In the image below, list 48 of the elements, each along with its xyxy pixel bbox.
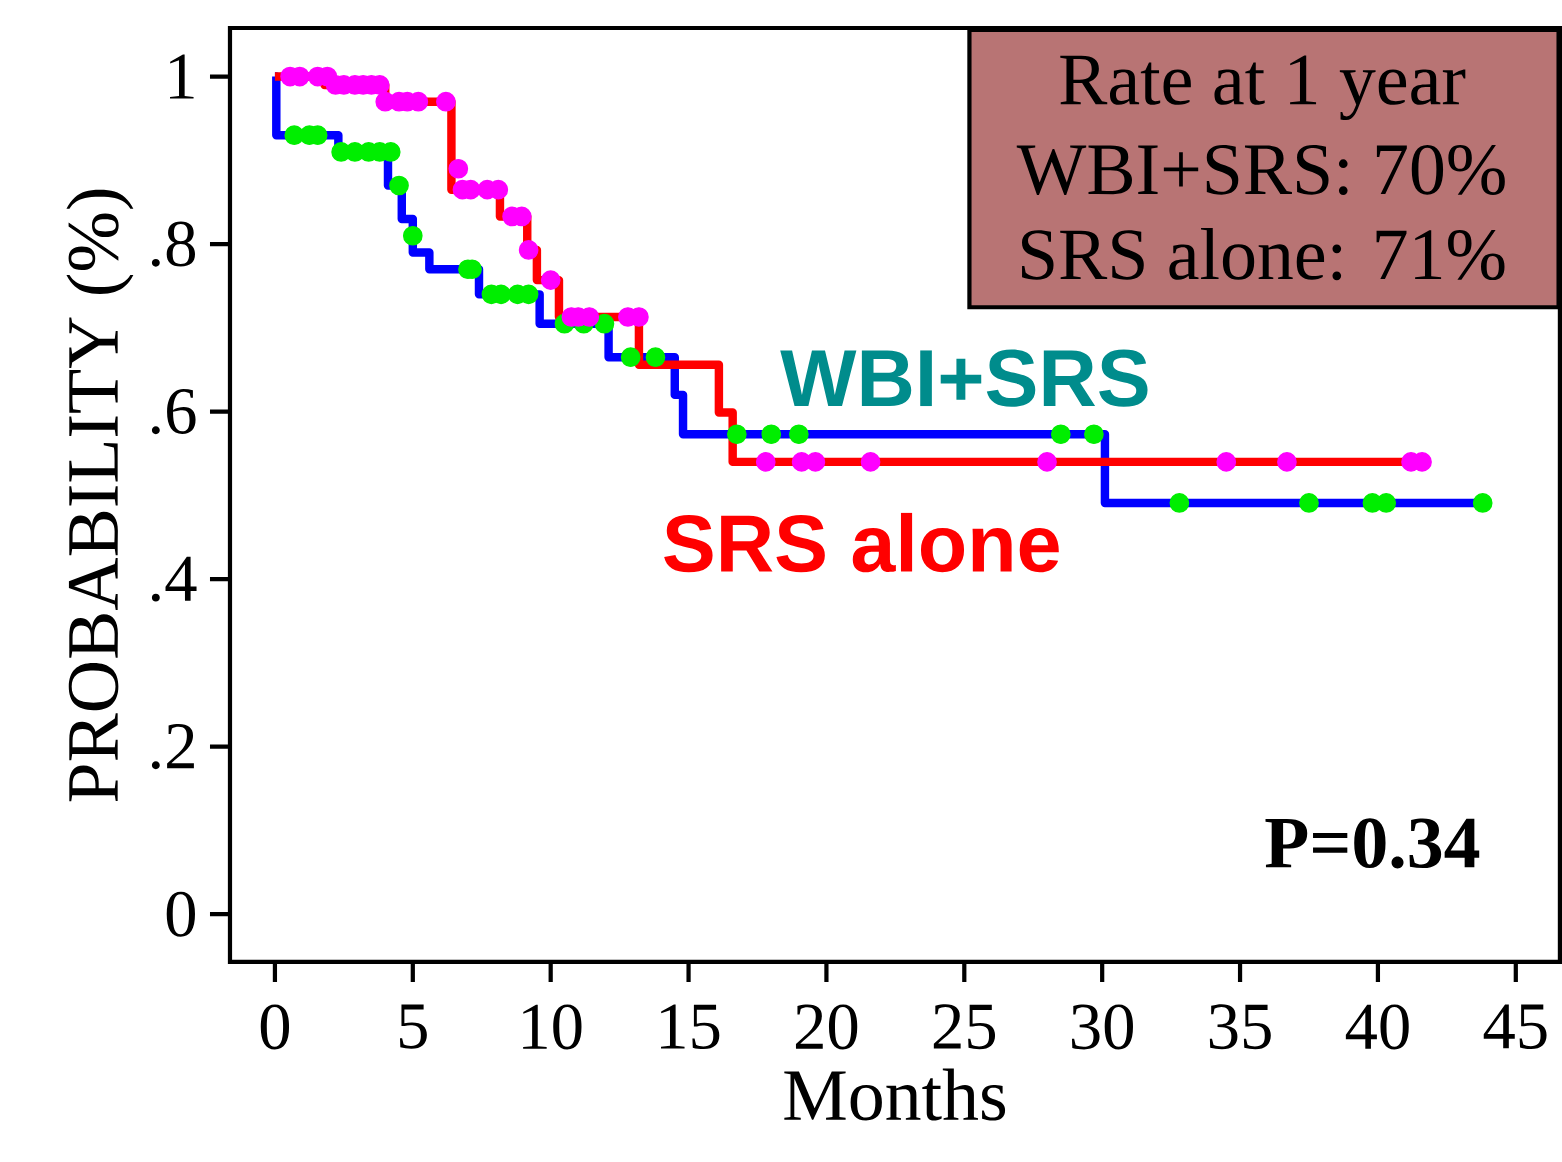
x-tick-label: 45 xyxy=(1483,1004,1547,1049)
x-tick-label: 0 xyxy=(260,1004,290,1050)
annotation: P=0.34 xyxy=(1265,818,1480,869)
point xyxy=(860,452,881,472)
x-tick-label: 25 xyxy=(933,1004,996,1050)
point xyxy=(1216,452,1237,472)
annotation: SRS alone xyxy=(664,512,1059,573)
annotation: WBI+SRS: 70% xyxy=(1016,144,1505,196)
x-tick-label: 35 xyxy=(1209,1004,1271,1050)
point xyxy=(540,270,561,290)
y-tick-label: .6 xyxy=(151,389,196,435)
point xyxy=(1299,493,1319,513)
point xyxy=(1169,493,1190,513)
point xyxy=(1037,452,1057,472)
point xyxy=(594,313,615,334)
point xyxy=(389,175,409,196)
y-tick-label: .8 xyxy=(151,221,195,267)
point xyxy=(402,225,423,246)
point xyxy=(518,240,539,260)
point xyxy=(1277,452,1297,472)
point xyxy=(620,347,641,368)
y-tick-label: .2 xyxy=(151,724,194,770)
point xyxy=(1472,493,1493,513)
point xyxy=(645,347,666,368)
point xyxy=(755,452,776,472)
point xyxy=(761,424,782,445)
point xyxy=(789,424,809,445)
y-tick-label: .4 xyxy=(151,556,197,602)
x-tick-label: 20 xyxy=(795,1004,858,1050)
x-tick-label: 5 xyxy=(399,1004,427,1049)
point xyxy=(436,91,456,112)
annotation: WBI+SRS xyxy=(780,349,1148,407)
x-tick-label: 30 xyxy=(1071,1004,1133,1050)
x-axis-title: Months xyxy=(784,1068,1006,1121)
point xyxy=(805,452,826,472)
point xyxy=(1084,424,1104,445)
x-tick-label: 15 xyxy=(661,1004,720,1050)
x-tick-label: 40 xyxy=(1345,1004,1409,1050)
point xyxy=(1376,493,1397,513)
point xyxy=(726,424,747,445)
annotation: SRS alone: 71% xyxy=(1021,227,1505,281)
x-tick-label: 10 xyxy=(523,1004,582,1050)
annotation: Rate at 1 year xyxy=(1060,55,1466,121)
y-tick-label: 1 xyxy=(170,54,194,99)
point xyxy=(448,158,469,179)
y-tick-label: 0 xyxy=(166,891,195,937)
point xyxy=(1050,424,1071,445)
y-axis-title: PROBABILITY (%) xyxy=(66,189,134,802)
